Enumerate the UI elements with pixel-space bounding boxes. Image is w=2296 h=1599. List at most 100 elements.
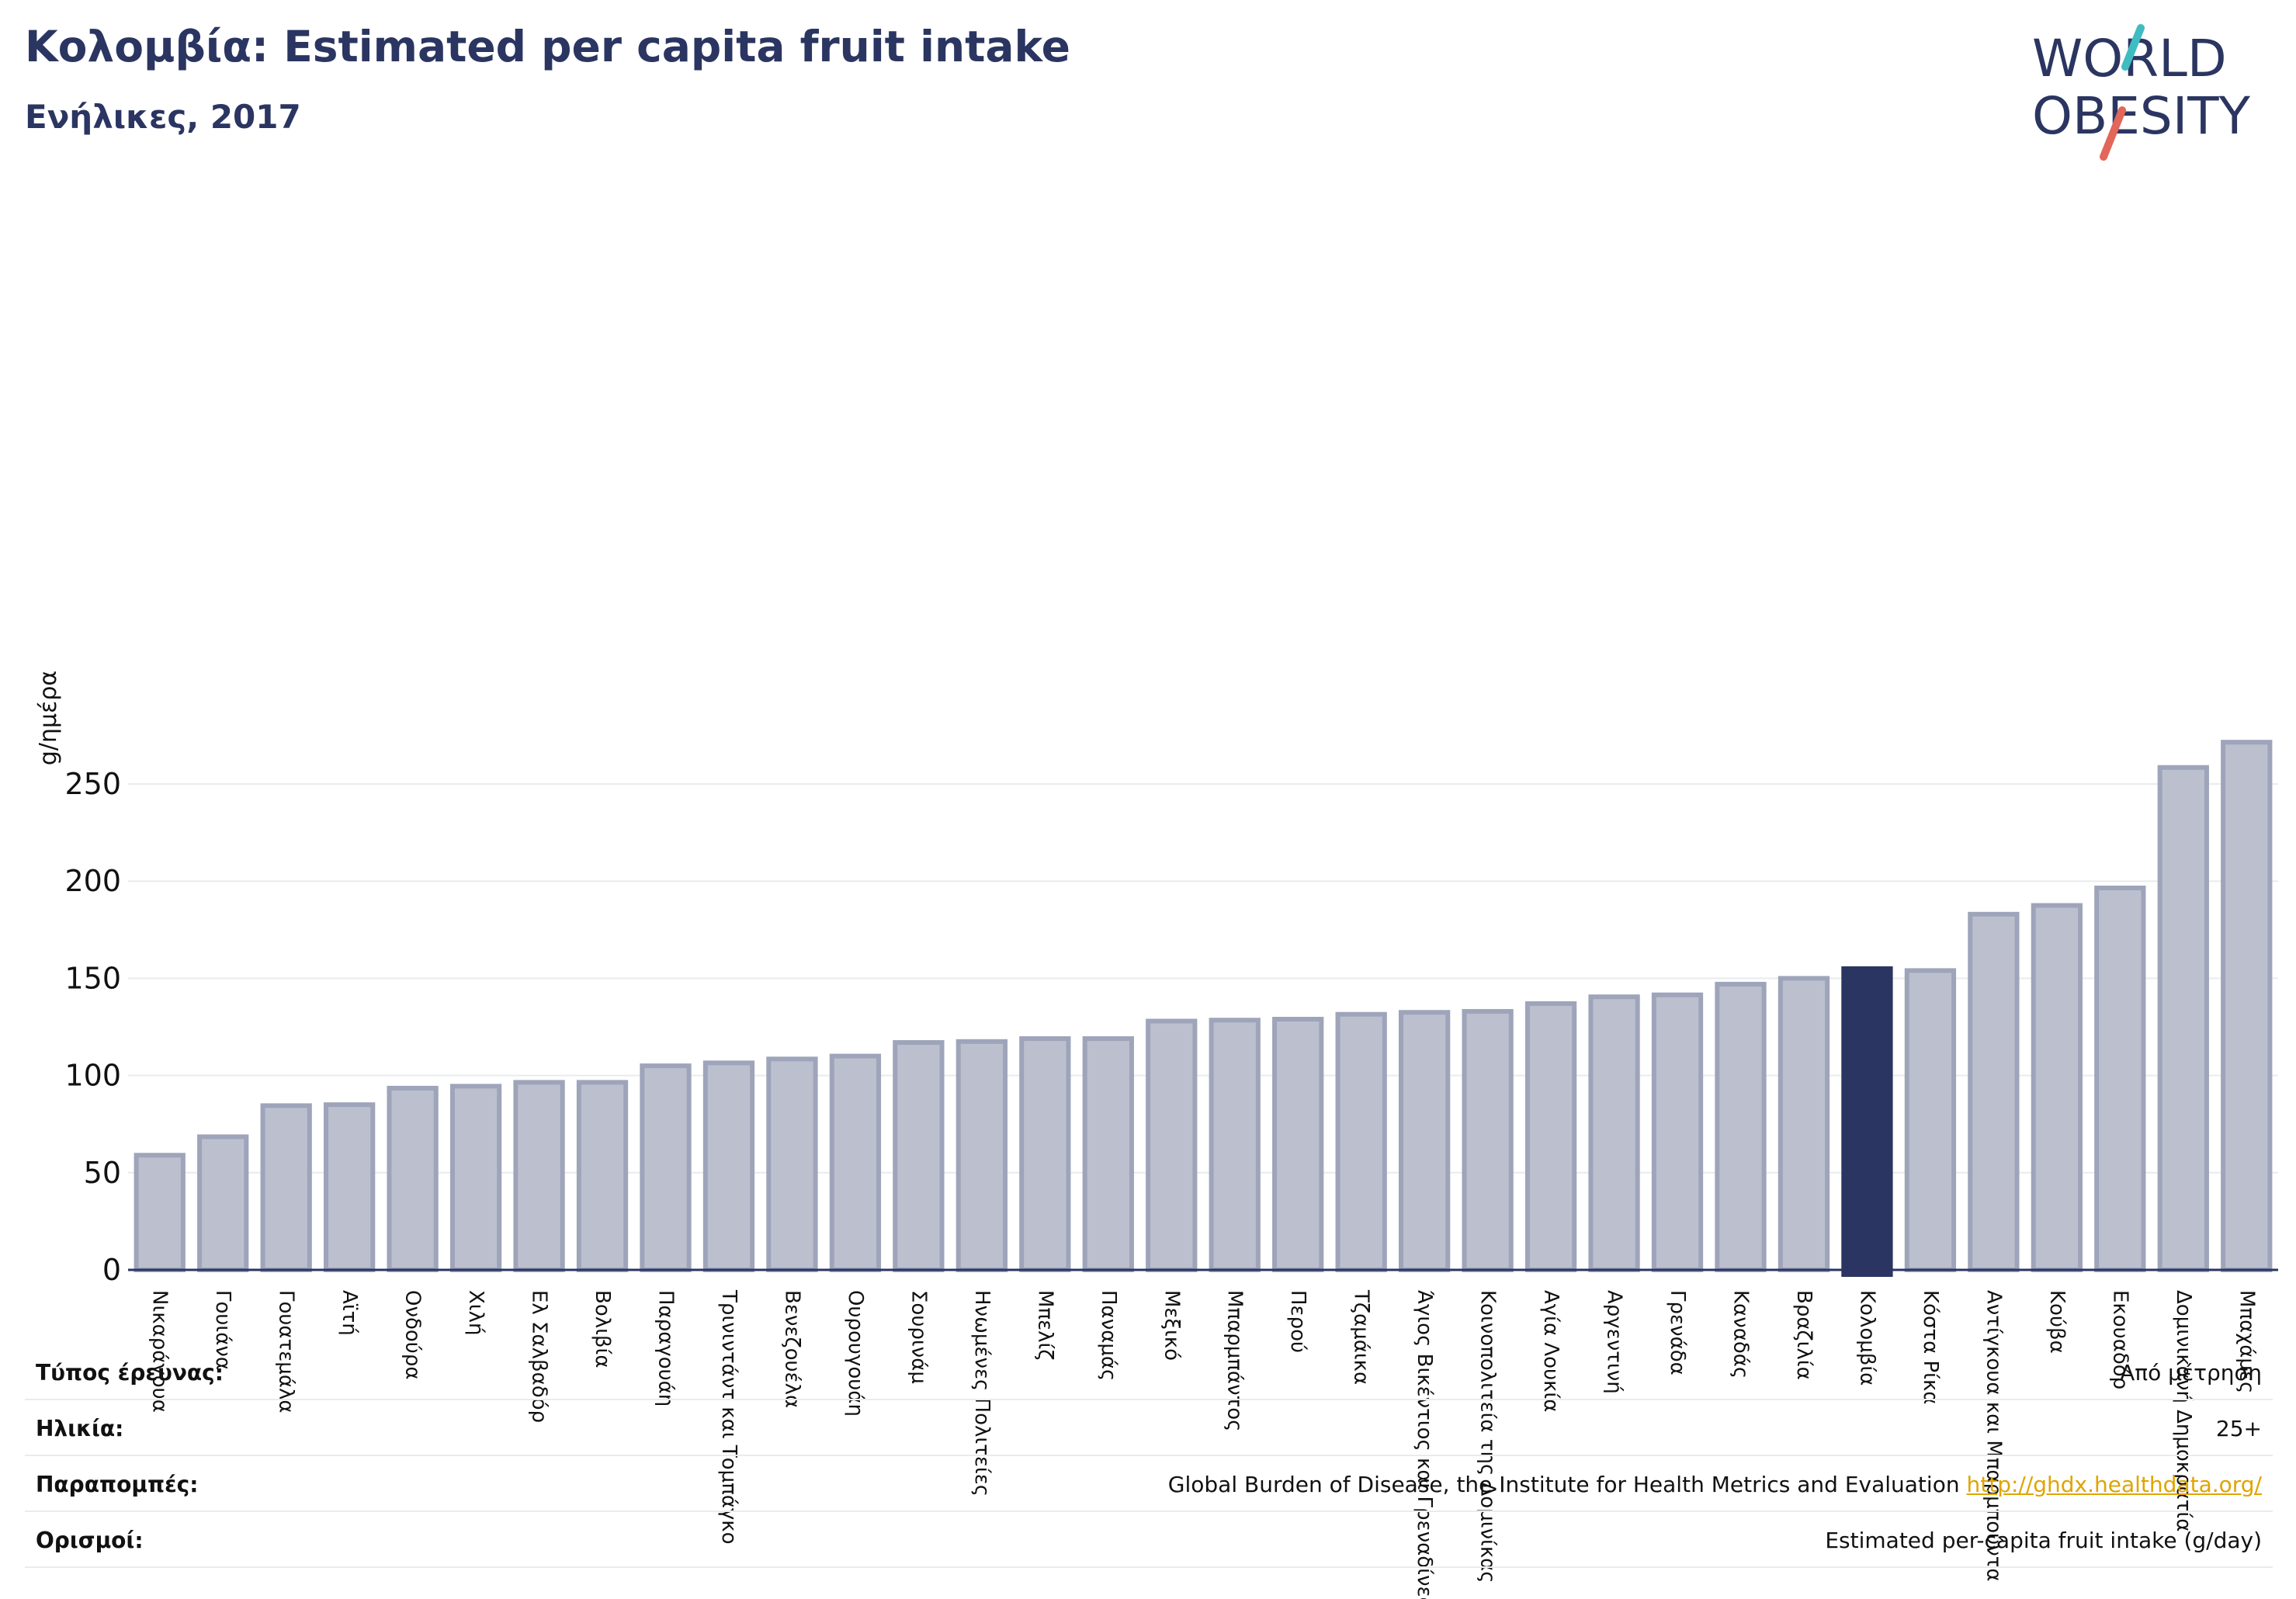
x-tick-label: Αϊτή [338, 1290, 361, 1336]
x-tick-label: Ουρουγουάη [844, 1290, 867, 1417]
x-tick-label: Ονδούρα [401, 1290, 425, 1380]
x-tick-label: Μπαρμπάντος [1223, 1290, 1247, 1431]
bar [1462, 1008, 1514, 1273]
bar [766, 1056, 818, 1273]
bar [1399, 1010, 1451, 1272]
meta-label: Παραπομπές: [36, 1472, 199, 1497]
x-tick-label: Αγία Λουκία [1539, 1290, 1562, 1412]
x-tick-label: Παναμάς [1097, 1290, 1120, 1381]
x-tick-label: Γρενάδα [1666, 1290, 1689, 1375]
meta-label: Τύπος έρευνας: [36, 1360, 224, 1386]
bar [513, 1080, 565, 1273]
y-tick-label: 250 [64, 767, 121, 801]
x-tick-label: Γουιάνα [211, 1290, 234, 1370]
x-tick-label: Νικαράγουα [148, 1290, 172, 1413]
bar [2221, 740, 2273, 1272]
bar [2094, 885, 2146, 1272]
bar-highlighted [1841, 966, 1893, 1277]
x-tick-label: Μπελίζ [1033, 1290, 1056, 1360]
bar [324, 1102, 376, 1273]
bar [449, 1084, 502, 1272]
bar [1651, 992, 1704, 1272]
bar [2031, 903, 2083, 1272]
bar [1272, 1016, 1324, 1272]
bar [1146, 1018, 1198, 1273]
x-tick-label: Βολιβία [591, 1290, 614, 1368]
bar [387, 1085, 439, 1272]
bar [1588, 994, 1640, 1272]
x-tick-label: Τρινιντάντ και Τομπάγκο [717, 1289, 740, 1545]
world-obesity-logo: WORLD OBESITY [2032, 24, 2251, 161]
x-tick-label: Ηνωμένες Πολιτείες [970, 1290, 994, 1497]
page-title: Κολομβία: Estimated per capita fruit int… [25, 22, 1070, 71]
x-axis-category-labels: Νικαράγουα Γουιάνα Γουατεμάλα Αϊτή Ονδούρα Χι… [148, 1289, 2259, 1599]
x-tick-label: Βενεζουέλα [780, 1290, 803, 1408]
logo-text-obesity: OBESITY [2032, 86, 2251, 146]
y-tick-label: 150 [64, 961, 121, 995]
bar [829, 1053, 882, 1273]
bar [576, 1080, 629, 1273]
x-tick-label: Ελ Σαλβαδόρ [528, 1290, 551, 1423]
bar [197, 1134, 249, 1272]
bar [1524, 1001, 1577, 1273]
reference-link[interactable]: http://ghdx.healthdata.org/ [1966, 1472, 2262, 1497]
bar [1968, 911, 2020, 1272]
x-tick-label: Κοινοπολιτεία της Δομινίκας [1476, 1290, 1500, 1583]
y-axis-label: g/ημέρα [35, 671, 62, 765]
x-tick-label: Σουρινάμ [907, 1290, 930, 1384]
x-tick-label: Δομινικανή Δημοκρατία [2172, 1290, 2195, 1531]
bar [134, 1153, 186, 1273]
x-tick-label: Άγιος Βικέντιος και Γρεναδίνες [1413, 1290, 1436, 1599]
bars [134, 740, 2273, 1277]
x-tick-label: Κούβα [2045, 1290, 2069, 1354]
meta-label: Ηλικία: [36, 1416, 124, 1441]
meta-value: Estimated per-capita fruit intake (g/day… [1825, 1528, 2262, 1553]
meta-label: Ορισμοί: [36, 1528, 144, 1553]
bar [1715, 981, 1767, 1272]
logo-slash-bottom [2100, 106, 2126, 161]
bar [702, 1060, 755, 1272]
meta-value: 25+ [2215, 1416, 2262, 1441]
meta-value: Global Burden of Disease, the Institute … [1168, 1472, 2262, 1497]
y-axis-ticks: 0 50 100 150 200 250 [64, 767, 121, 1287]
x-tick-label: Παραγουάη [654, 1290, 678, 1406]
y-tick-label: 50 [84, 1156, 121, 1190]
x-tick-label: Μπαχάμες [2235, 1290, 2258, 1393]
bar [1904, 968, 1957, 1273]
page-subtitle: Ενήλικες, 2017 [25, 98, 301, 136]
bar [1335, 1011, 1387, 1272]
x-tick-label: Βραζιλία [1792, 1290, 1816, 1380]
meta-value: Από μέτρηση [2120, 1360, 2262, 1386]
x-tick-label: Περού [1286, 1290, 1309, 1353]
meta-row-survey-type: Τύπος έρευνας: Από μέτρηση [25, 1344, 2273, 1400]
x-tick-label: Καναδάς [1729, 1290, 1753, 1379]
y-tick-label: 200 [64, 864, 121, 898]
x-tick-label: Γουατεμάλα [275, 1290, 298, 1413]
bar [893, 1040, 945, 1272]
x-tick-label: Κολομβία [1855, 1290, 1878, 1386]
x-tick-label: Αντίγκουα και Μπαρμπούντα [1982, 1290, 2005, 1582]
x-tick-label: Κόστα Ρίκα [1919, 1290, 1942, 1404]
x-tick-label: Εκουαδόρ [2108, 1290, 2131, 1389]
logo-slash-top [2121, 24, 2145, 71]
bar [2157, 765, 2209, 1272]
metadata-table: Τύπος έρευνας: Από μέτρηση Ηλικία: 25+ Π… [25, 1344, 2273, 1568]
bar [1082, 1036, 1134, 1273]
bar [956, 1039, 1008, 1273]
reference-text: Global Burden of Disease, the Institute … [1167, 1472, 1960, 1497]
meta-row-age: Ηλικία: 25+ [25, 1400, 2273, 1456]
bar [640, 1063, 692, 1272]
x-tick-label: Τζαμάικα [1350, 1289, 1373, 1385]
bar [1209, 1018, 1261, 1272]
x-tick-label: Αργεντινή [1603, 1290, 1626, 1394]
y-tick-label: 100 [64, 1059, 121, 1093]
bar [260, 1103, 312, 1272]
meta-row-definitions: Ορισμοί: Estimated per-capita fruit inta… [25, 1512, 2273, 1568]
bar [1019, 1036, 1071, 1273]
x-tick-label: Χιλή [464, 1290, 487, 1335]
x-tick-label: Μεξικό [1160, 1290, 1183, 1361]
meta-row-references: Παραπομπές: Global Burden of Disease, th… [25, 1456, 2273, 1512]
bar [1777, 976, 1830, 1273]
y-tick-label: 0 [102, 1253, 121, 1287]
